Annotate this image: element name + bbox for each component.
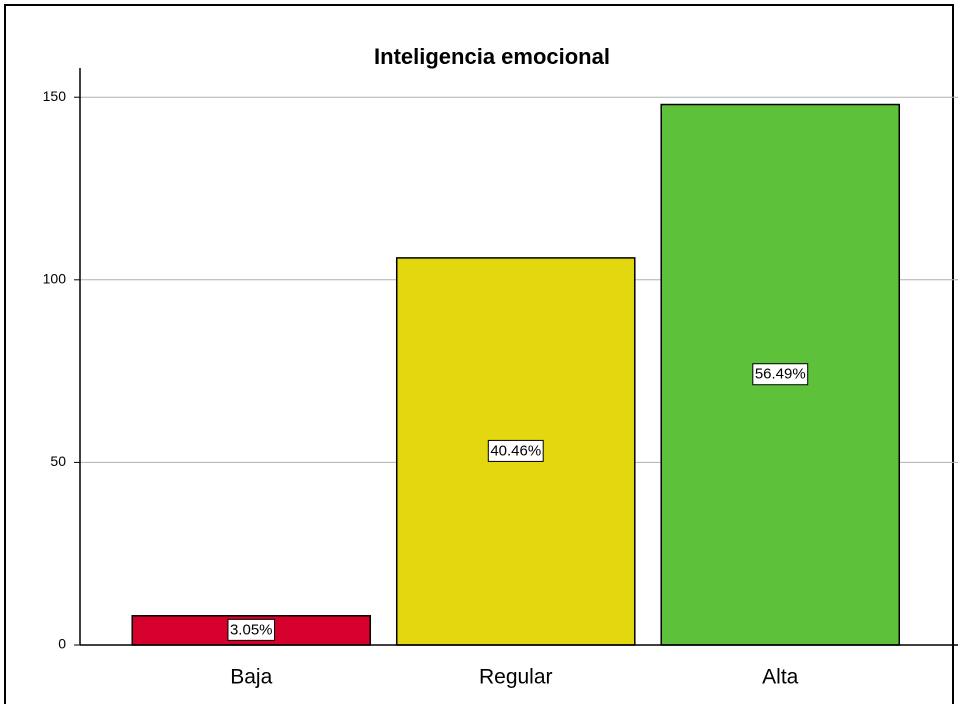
data-label-box bbox=[752, 363, 809, 386]
y-tick-label: 0 bbox=[58, 636, 66, 652]
y-tick-label: 50 bbox=[50, 453, 66, 469]
y-tick-label: 100 bbox=[43, 271, 67, 287]
x-tick-label: Alta bbox=[762, 666, 799, 689]
x-tick-label: Baja bbox=[230, 666, 272, 689]
data-label-box bbox=[487, 439, 544, 462]
data-label-box bbox=[227, 618, 276, 641]
data-label: 56.49% bbox=[755, 366, 806, 383]
y-tick-label: 150 bbox=[43, 88, 67, 104]
x-tick-label: Regular bbox=[479, 666, 553, 689]
chart-title: Inteligencia emocional bbox=[374, 44, 610, 69]
frame bbox=[4, 4, 954, 704]
data-label: 40.46% bbox=[490, 442, 541, 459]
bar bbox=[660, 103, 901, 646]
data-label: 3.05% bbox=[230, 621, 273, 638]
